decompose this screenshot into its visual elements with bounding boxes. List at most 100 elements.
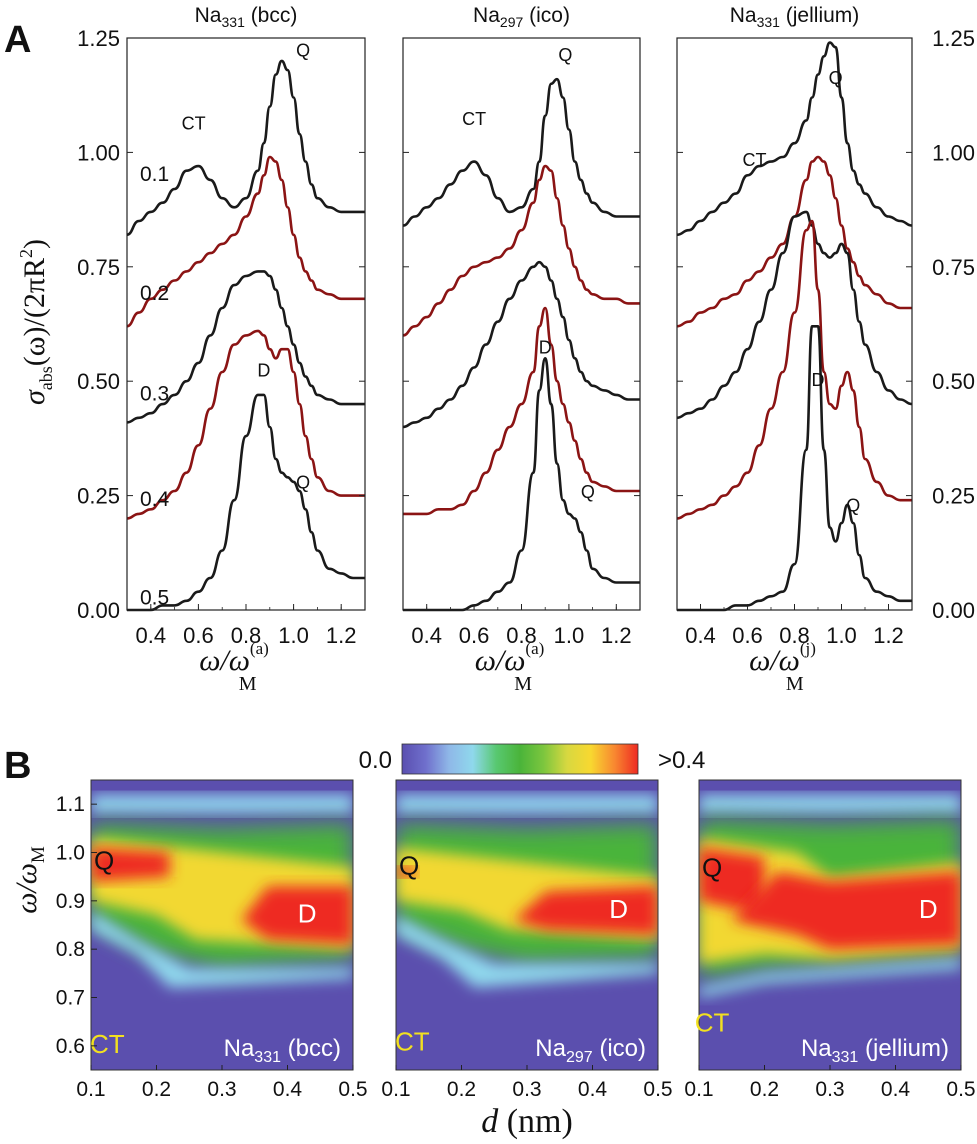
x-tick-label: 0.4 bbox=[881, 1078, 911, 1101]
spectrum-curve-0-4 bbox=[126, 329, 365, 520]
panel-letter-b: B bbox=[4, 745, 31, 787]
plot-frame bbox=[676, 37, 913, 611]
panel-letter-a: A bbox=[4, 19, 31, 61]
spectrum-curve-0-2 bbox=[676, 155, 912, 328]
x-tick-label: 0.1 bbox=[381, 1078, 410, 1101]
peak-label-ct: CT bbox=[462, 109, 486, 129]
x-tick-label: 0.3 bbox=[207, 1078, 236, 1101]
x-tick-label: 1.2 bbox=[601, 623, 632, 648]
heatmap-region-q bbox=[396, 867, 416, 877]
y-axis-label: σabs(ω)/(2πR2) bbox=[16, 239, 56, 405]
x-axis-label: d (nm) bbox=[481, 1103, 573, 1140]
x-tick-label: 0.5 bbox=[946, 1078, 975, 1101]
heatmap-region-d bbox=[513, 886, 658, 935]
x-tick-label: 0.1 bbox=[684, 1078, 713, 1101]
offset-label: 0.3 bbox=[140, 383, 169, 406]
heatmap-band-1-1 bbox=[699, 794, 961, 814]
heatmap-q-label: Q bbox=[702, 853, 722, 883]
y-tick-label-left: 1.25 bbox=[77, 26, 120, 51]
plot-frame bbox=[402, 37, 641, 611]
spectrum-curve-0-1 bbox=[676, 41, 913, 237]
y-tick-label-left: 0.50 bbox=[77, 369, 120, 394]
peak-label-q: Q bbox=[846, 496, 860, 516]
y-axis-label: ω/ωM bbox=[10, 846, 49, 914]
x-tick-label: 1.0 bbox=[278, 623, 309, 648]
y-tick-label-left: 0.25 bbox=[77, 484, 120, 509]
subplot-title: Na331 (jellium) bbox=[730, 4, 860, 30]
y-tick-label: 1.1 bbox=[56, 793, 85, 816]
spectrum-curve-0-2 bbox=[126, 155, 365, 328]
heatmap-region-d bbox=[731, 871, 961, 950]
offset-label: 0.2 bbox=[140, 282, 169, 305]
x-tick-label: 0.2 bbox=[142, 1078, 171, 1101]
y-tick-label-right: 0.75 bbox=[932, 255, 975, 280]
x-tick-label: 0.8 bbox=[231, 623, 262, 648]
peak-label-q: Q bbox=[558, 45, 572, 65]
y-tick-label-left: 0.75 bbox=[77, 255, 120, 280]
heatmap-band-1-1 bbox=[396, 794, 658, 814]
y-tick-label: 0.9 bbox=[56, 890, 85, 913]
spectrum-curve-0-3 bbox=[402, 260, 640, 429]
y-tick-label-right: 1.00 bbox=[932, 140, 975, 165]
offset-label: 0.1 bbox=[140, 163, 169, 186]
x-axis-label: ω/ω(a) M bbox=[475, 639, 545, 695]
x-tick-label: 1.0 bbox=[826, 623, 857, 648]
line-subplot-2: 0.4 0.6 0.8 1.0 1.2 Na297 (ico) ω/ω(a) M CT Q D Q bbox=[402, 4, 641, 695]
spectrum-curve-0-1 bbox=[126, 59, 365, 237]
colorbar-min-label: 0.0 bbox=[359, 747, 392, 774]
heatmap-ct-label: CT bbox=[395, 1027, 430, 1057]
x-tick-label: 0.4 bbox=[578, 1078, 608, 1101]
peak-label-q: Q bbox=[829, 68, 843, 88]
spectrum-curve-0-5 bbox=[677, 324, 912, 612]
spectrum-curve-0-3 bbox=[676, 210, 913, 420]
spectrum-curve-0-2 bbox=[402, 164, 640, 337]
line-subplot-1: 0.4 0.6 0.8 1.0 1.2 Na331 (bcc) ω/ω(a) M CT Q D Q bbox=[126, 4, 366, 695]
y-tick-label-right: 0.25 bbox=[932, 484, 975, 509]
offset-label: 0.4 bbox=[140, 488, 170, 511]
heatmap-q-label: Q bbox=[94, 845, 114, 875]
heatmap-system-label: Na297 (ico) bbox=[535, 1035, 646, 1066]
y-tick-label: 0.8 bbox=[56, 938, 85, 961]
subplot-title: Na331 (bcc) bbox=[195, 4, 298, 30]
heatmap-system-label: Na331 (bcc) bbox=[224, 1035, 341, 1066]
x-tick-label: 0.2 bbox=[447, 1078, 476, 1101]
heatmap-2 bbox=[396, 780, 658, 1070]
spectrum-curve-0-4 bbox=[403, 306, 640, 516]
peak-label-d: D bbox=[812, 370, 825, 390]
heatmap-region-q bbox=[699, 847, 765, 916]
colorbar bbox=[401, 743, 639, 775]
y-tick-label-right: 0.00 bbox=[932, 598, 975, 623]
y-tick-label: 0.7 bbox=[56, 987, 85, 1010]
x-axis-label: ω/ω(j) M bbox=[749, 639, 816, 695]
x-tick-label: 0.6 bbox=[732, 623, 763, 648]
peak-label-q: Q bbox=[296, 40, 310, 60]
heatmap-1 bbox=[91, 780, 353, 1070]
x-tick-label: 0.2 bbox=[750, 1078, 779, 1101]
spectrum-curve-0-5 bbox=[127, 393, 365, 612]
x-tick-label: 1.0 bbox=[554, 623, 585, 648]
x-tick-label: 0.8 bbox=[506, 623, 537, 648]
x-tick-label: 0.1 bbox=[76, 1078, 105, 1101]
y-tick-label-right: 0.50 bbox=[932, 369, 975, 394]
x-axis-label: ω/ω(a) M bbox=[199, 639, 269, 695]
line-subplot-3: 0.4 0.6 0.8 1.0 1.2 Na331 (jellium) ω/ω(j) M CT Q… bbox=[676, 4, 913, 695]
plot-frame bbox=[126, 37, 366, 611]
heatmap-d-label: D bbox=[609, 894, 628, 924]
y-tick-label-left: 0.00 bbox=[77, 598, 120, 623]
peak-label-d: D bbox=[539, 338, 552, 358]
peak-label-d: D bbox=[257, 361, 270, 381]
heatmap-region-d bbox=[241, 886, 353, 945]
x-tick-label: 0.4 bbox=[136, 623, 167, 648]
heatmap-d-label: D bbox=[919, 894, 938, 924]
heatmap-system-label: Na331 (jellium) bbox=[801, 1035, 949, 1066]
heatmap-ct-label: CT bbox=[695, 1007, 730, 1037]
y-tick-label: 0.6 bbox=[56, 1035, 85, 1058]
spectrum-curve-0-5 bbox=[403, 357, 640, 612]
x-tick-label: 0.4 bbox=[685, 623, 716, 648]
x-tick-label: 0.8 bbox=[779, 623, 810, 648]
offset-label: 0.5 bbox=[140, 586, 169, 609]
y-tick-label-left: 1.00 bbox=[77, 140, 120, 165]
x-tick-label: 1.2 bbox=[326, 623, 357, 648]
x-tick-label: 1.2 bbox=[873, 623, 904, 648]
